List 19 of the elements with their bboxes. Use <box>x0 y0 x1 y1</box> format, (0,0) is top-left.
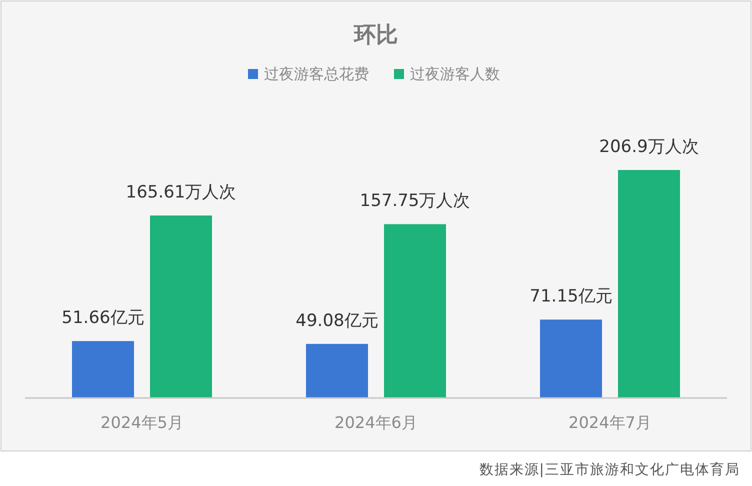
data-label: 206.9万人次 <box>599 137 699 157</box>
x-tick-label: 2024年6月 <box>334 413 418 432</box>
data-label: 49.08亿元 <box>296 310 378 331</box>
data-label: 51.66亿元 <box>62 308 144 328</box>
bar <box>618 170 680 398</box>
bar <box>306 344 368 398</box>
bar <box>150 216 212 398</box>
data-label: 165.61万人次 <box>126 182 236 202</box>
x-tick-label: 2024年7月 <box>568 413 652 432</box>
data-label: 157.75万人次 <box>360 191 470 212</box>
source-note: 数据来源|三亚市旅游和文化广电体育局 <box>479 461 740 478</box>
bar <box>72 341 134 398</box>
legend-label: 过夜游客人数 <box>410 65 500 83</box>
bar <box>540 320 602 398</box>
data-label: 71.15亿元 <box>530 286 612 307</box>
chart-title: 环比 <box>353 23 398 48</box>
legend-label: 过夜游客总花费 <box>264 65 369 83</box>
x-tick-label: 2024年5月 <box>100 413 184 432</box>
bar <box>384 224 446 398</box>
